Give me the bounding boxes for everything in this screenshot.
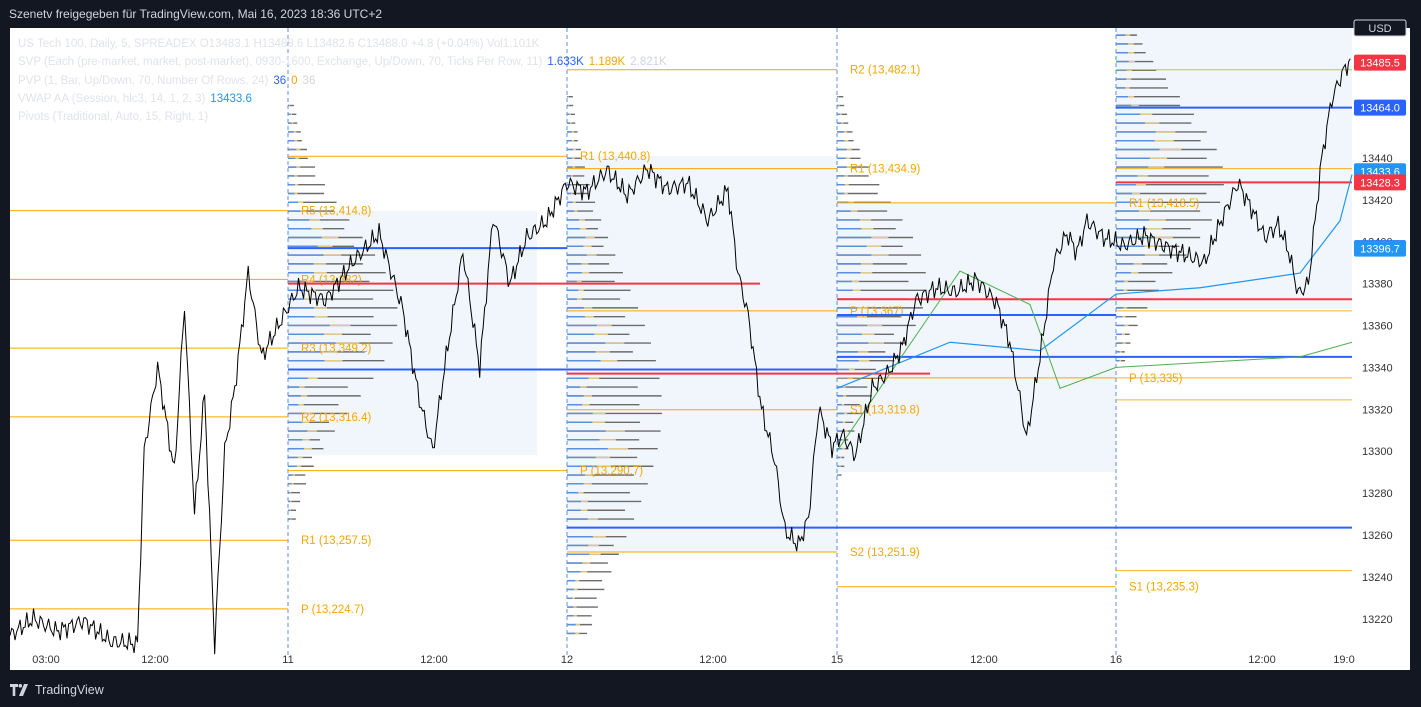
legend-row-svp[interactable]: SVP (Each (pre-market, market, post-mark… [18, 53, 667, 71]
value-area-box-0 [288, 210, 537, 456]
pivot-label-r1: R1 (13,434.9) [850, 164, 920, 176]
y-tick-label: 13440 [1362, 153, 1393, 165]
pivot-label-s1: S1 (13,319.8) [850, 405, 920, 417]
price-badge-label: 13396.7 [1360, 244, 1400, 256]
y-tick-label: 13260 [1362, 530, 1393, 542]
y-tick-label: 13220 [1362, 614, 1393, 626]
price-badge-label: 13464.0 [1360, 103, 1400, 115]
pivot-label-r2: R2 (13,316.4) [301, 412, 371, 424]
tradingview-logo-icon [10, 684, 28, 696]
x-tick-label: 11 [282, 654, 293, 666]
volume-profile-1 [567, 96, 662, 635]
price-badge-bg [1354, 174, 1406, 191]
legend-row-pivots[interactable]: Pivots (Traditional, Auto, 15, Right, 1) [18, 108, 667, 126]
x-tick-label: 12:00 [970, 654, 998, 666]
vwap-band-line [836, 270, 1353, 452]
price-badge: 13396.7 [1354, 240, 1406, 257]
pivot-label-p: P (13,224.7) [301, 604, 364, 616]
price-badge-label: 13428.3 [1360, 177, 1400, 189]
pivot-label-p: P (13,290.7) [580, 466, 643, 478]
pivot-label-r2: R2 (13,482.1) [850, 65, 920, 77]
legend-value: 1.633K [547, 56, 584, 69]
pivot-label-p: P (13,367) [850, 306, 904, 318]
legend-row-pvp[interactable]: PVP (1, Bar, Up/Down, 70, Number Of Rows… [18, 72, 667, 90]
legend-row-label: US Tech 100, Daily, 5, SPREADEX O13483.1… [18, 38, 540, 50]
price-badge: 13485.5 [1354, 54, 1406, 71]
x-tick-label: 16 [1110, 654, 1122, 666]
value-area-box-1 [567, 156, 837, 552]
tradingview-logo[interactable]: TradingView [10, 683, 104, 697]
y-tick-label: 13360 [1362, 320, 1393, 332]
legend-row-vwap[interactable]: VWAP AA (Session, hlc3, 14, 1, 2, 3) 1343… [18, 90, 667, 108]
legend-row-symbol[interactable]: US Tech 100, Daily, 5, SPREADEX O13483.1… [18, 35, 667, 53]
pivot-label-p: P (13,335) [1129, 373, 1183, 385]
x-tick-label: 03:00 [32, 654, 60, 666]
x-tick-label: 12:00 [1248, 654, 1276, 666]
y-tick-label: 13300 [1362, 446, 1393, 458]
legend-row-label: SVP (Each (pre-market, market, post-mark… [18, 56, 543, 69]
x-tick-label: 12:00 [420, 654, 448, 666]
y-tick-label: 13280 [1362, 488, 1393, 500]
brand-label: TradingView [35, 683, 104, 697]
x-tick-label: 12:00 [141, 654, 169, 666]
y-tick-label: 13240 [1362, 572, 1393, 584]
y-tick-label: 13340 [1362, 362, 1393, 374]
price-axis-panel [1354, 28, 1410, 666]
pivot-label-r1: R1 (13,440.8) [580, 151, 650, 163]
price-badge-label: USD [1368, 23, 1391, 35]
y-tick-label: 13380 [1362, 279, 1393, 291]
share-text: Szenetv freigegeben für TradingView.com,… [9, 7, 383, 21]
pivot-label-r4: R4 (13,382) [301, 274, 362, 286]
legend-row-label: VWAP AA (Session, hlc3, 14, 1, 2, 3) [18, 92, 206, 105]
time-axis-panel [10, 646, 1410, 670]
vwap-line [836, 174, 1353, 389]
footer-bar: TradingView [0, 676, 1421, 707]
x-tick-label: 19:0 [1333, 654, 1354, 666]
legend-value: 36 [302, 74, 316, 87]
legend-value: 13433.6 [210, 92, 252, 105]
pivot-label-r3: R3 (13,349.2) [301, 343, 371, 355]
pivot-label-s1: S1 (13,235.3) [1129, 582, 1199, 594]
price-line [9, 58, 1351, 655]
legend-value: 0 [291, 74, 298, 87]
legend-row-label: PVP (1, Bar, Up/Down, 70, Number Of Rows… [18, 74, 269, 87]
price-badge-bg [1354, 99, 1406, 116]
legend-row-label: Pivots (Traditional, Auto, 15, Right, 1) [18, 111, 209, 124]
legend-value: 1.189K [588, 56, 626, 69]
pivot-label-s2: S2 (13,251.9) [850, 547, 920, 559]
x-tick-label: 12:00 [699, 654, 727, 666]
price-badge: 13464.0 [1354, 99, 1406, 116]
x-tick-label: 12 [561, 654, 573, 666]
price-badge-bg [1353, 19, 1407, 37]
x-tick-label: 15 [831, 654, 843, 666]
legend-value: 36 [273, 74, 287, 87]
pivot-label-r1: R1 (13,257.5) [301, 535, 371, 547]
price-badge-bg [1354, 240, 1406, 257]
price-badge: 13428.3 [1354, 174, 1406, 191]
share-header: Szenetv freigegeben für TradingView.com,… [0, 0, 1421, 28]
y-tick-label: 13320 [1362, 404, 1393, 416]
y-tick-label: 13420 [1362, 195, 1393, 207]
price-badge: USD [1353, 19, 1407, 37]
volume-profile-3 [1116, 34, 1224, 362]
price-badge-bg [1354, 54, 1406, 71]
value-area-box-2 [837, 202, 1116, 473]
legend-value: 2.821K [630, 56, 667, 69]
pivot-label-r1: R1 (13,418.5) [1129, 198, 1199, 210]
price-badge-label: 13485.5 [1360, 58, 1400, 70]
indicator-legend: US Tech 100, Daily, 5, SPREADEX O13483.1… [18, 35, 667, 126]
pivot-label-r5: R5 (13,414.8) [301, 206, 371, 218]
